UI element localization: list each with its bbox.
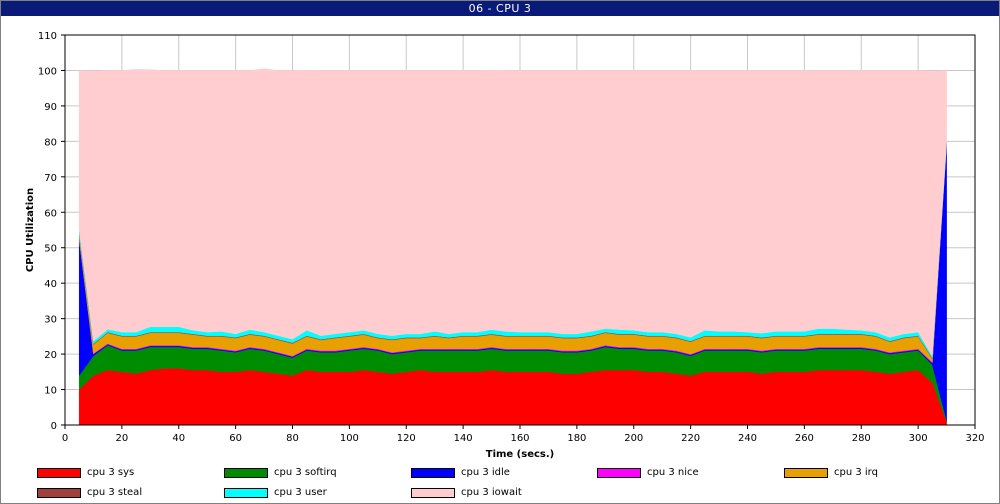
legend-swatch [411,468,455,478]
legend-label: cpu 3 steal [87,487,143,498]
x-tick-label: 280 [852,433,871,444]
y-tick-label: 100 [38,66,57,77]
x-tick-label: 120 [397,433,416,444]
x-tick-label: 300 [909,433,928,444]
legend-swatch [224,488,268,498]
x-tick-label: 320 [965,433,984,444]
legend-label: cpu 3 sys [87,467,135,478]
window-title: 06 - CPU 3 [1,1,999,16]
legend-swatch [784,468,828,478]
legend-swatch [37,488,81,498]
x-axis-label: Time (secs.) [486,449,555,460]
x-tick-label: 180 [567,433,586,444]
y-tick-label: 50 [44,244,57,255]
y-tick-label: 0 [51,421,57,432]
y-tick-label: 40 [44,279,57,290]
legend-swatch [597,468,641,478]
y-tick-label: 110 [38,31,57,42]
area-cpu-3-iowait [78,68,947,358]
legend-label: cpu 3 softirq [274,467,337,478]
y-tick-label: 20 [44,350,57,361]
legend-label: cpu 3 iowait [461,487,522,498]
y-tick-label: 10 [44,386,57,397]
chart: 0 20 40 60 80 100 120 140 160 180 200 220 240 260 280 3… [25,31,985,460]
legend-swatch [411,488,455,498]
legend-label: cpu 3 user [274,487,327,498]
y-axis-label: CPU Utilization [25,188,36,272]
x-tick-label: 260 [795,433,814,444]
legend-label: cpu 3 irq [834,467,878,478]
x-tick-label: 220 [681,433,700,444]
legend-label: cpu 3 nice [647,467,699,478]
area-cpu-3-sys [78,368,947,426]
y-tick-label: 80 [44,137,57,148]
x-tick-label: 80 [286,433,299,444]
y-tick-label: 30 [44,315,57,326]
x-tick-label: 40 [172,433,185,444]
legend-label: cpu 3 idle [461,467,510,478]
legend-swatch [224,468,268,478]
x-tick-label: 240 [738,433,757,444]
y-tick-label: 60 [44,208,57,219]
legend: cpu 3 sys cpu 3 softirq cpu 3 idle cpu 3 ni… [0,462,1000,502]
y-tick-label: 90 [44,102,57,113]
legend-swatch [37,468,81,478]
x-tick-label: 100 [340,433,359,444]
x-tick-label: 60 [229,433,242,444]
y-tick-label: 70 [44,173,57,184]
x-tick-label: 20 [116,433,129,444]
x-tick-label: 140 [454,433,473,444]
x-tick-label: 0 [62,433,68,444]
x-tick-label: 160 [510,433,529,444]
x-tick-label: 200 [624,433,643,444]
